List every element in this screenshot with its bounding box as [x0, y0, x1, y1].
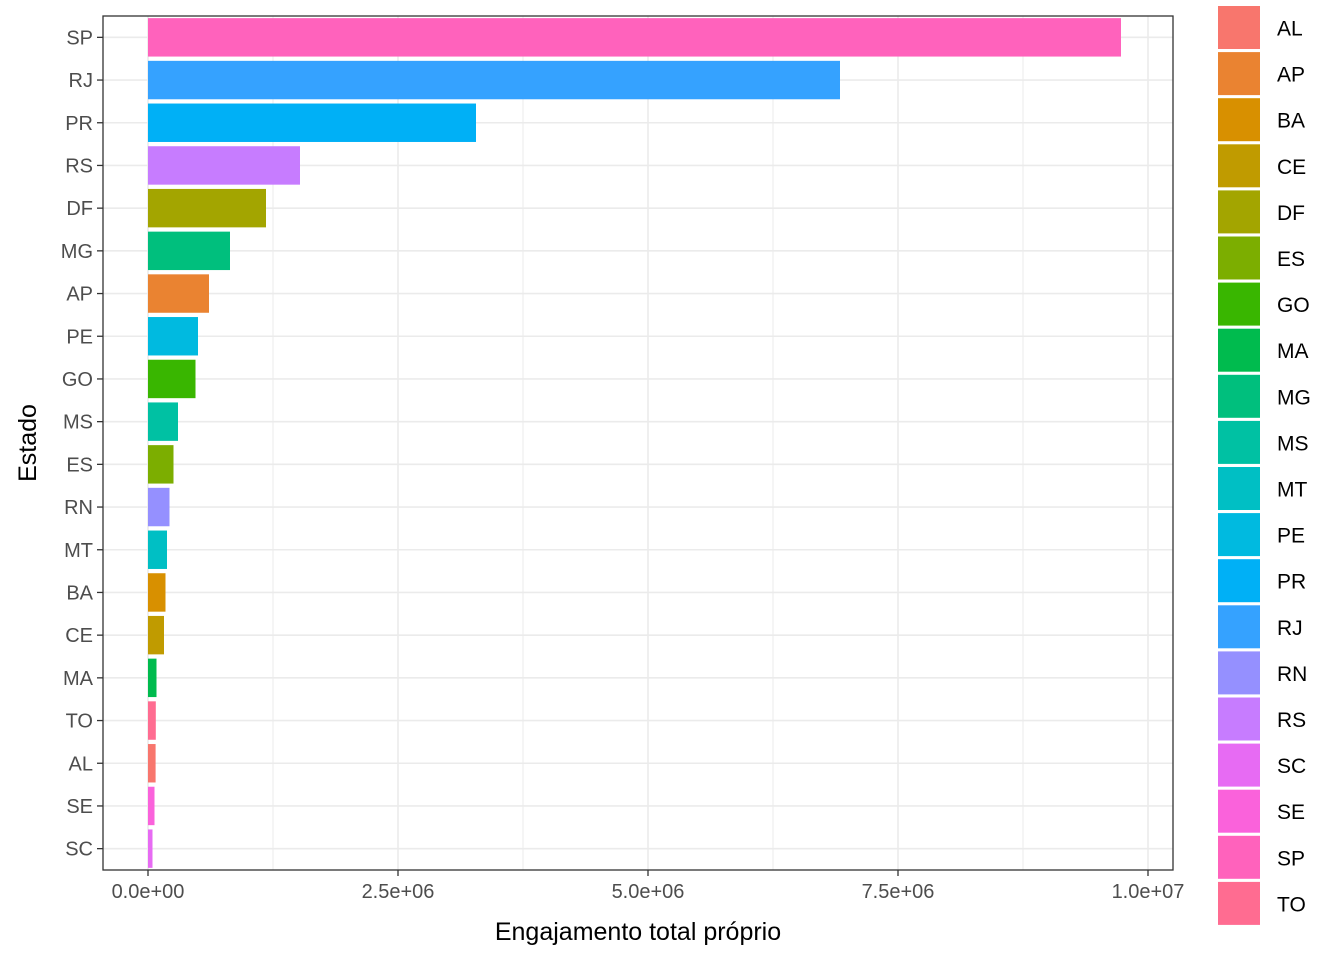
bar-rj	[148, 60, 840, 100]
bar-pe	[148, 317, 198, 356]
y-tick-label-sp: SP	[66, 27, 93, 49]
y-tick-label-pe: PE	[66, 326, 93, 348]
legend-label-ba: BA	[1277, 110, 1305, 133]
bar-go	[148, 359, 196, 399]
y-tick-label-go: GO	[62, 369, 93, 391]
legend-key-es	[1218, 236, 1260, 280]
x-axis-title: Engajamento total próprio	[495, 918, 781, 946]
legend-label-al: AL	[1277, 18, 1303, 41]
bar-es	[148, 445, 174, 484]
legend-key-ap	[1218, 52, 1260, 96]
legend-label-ap: AP	[1277, 64, 1305, 87]
y-tick-label-se: SE	[66, 796, 93, 818]
legend-key-df	[1218, 190, 1260, 234]
legend-key-ce	[1218, 144, 1260, 188]
legend-label-pe: PE	[1277, 525, 1305, 548]
y-tick-label-es: ES	[66, 454, 93, 476]
x-tick-label: 5.0e+06	[612, 881, 685, 903]
legend-label-se: SE	[1277, 801, 1305, 824]
y-tick-label-rj: RJ	[69, 70, 93, 92]
y-tick-label-al: AL	[69, 753, 93, 775]
legend-key-al	[1218, 6, 1260, 49]
bar-sc	[148, 829, 153, 868]
bar-df	[148, 188, 266, 228]
legend-label-ms: MS	[1277, 432, 1309, 455]
legend-key-pr	[1218, 559, 1260, 603]
bar-ma	[148, 658, 157, 698]
legend-label-rj: RJ	[1277, 617, 1303, 640]
bar-ba	[148, 573, 166, 612]
legend-key-se	[1218, 789, 1260, 833]
legend-key-rn	[1218, 651, 1260, 695]
bar-to	[148, 701, 156, 740]
y-tick-label-to: TO	[66, 711, 93, 733]
bar-sp	[148, 18, 1121, 57]
legend-key-sp	[1218, 835, 1260, 879]
legend-label-es: ES	[1277, 248, 1305, 271]
bar-mg	[148, 231, 230, 271]
legend-key-go	[1218, 282, 1260, 326]
legend-label-mt: MT	[1277, 479, 1307, 502]
legend-key-sc	[1218, 743, 1260, 787]
y-tick-label-rn: RN	[64, 497, 93, 519]
legend-label-ce: CE	[1277, 156, 1306, 179]
legend-key-ba	[1218, 98, 1260, 142]
y-tick-label-ba: BA	[66, 582, 93, 604]
axes: SP RJ PR RS DF MG AP PE GO MS ES RN MT BA CE MA TO AL SE SC…	[61, 27, 1185, 903]
legend-label-ma: MA	[1277, 340, 1309, 363]
legend-label-mg: MG	[1277, 386, 1311, 409]
x-tick-label: 2.5e+06	[362, 881, 435, 903]
bar-pr	[148, 103, 476, 142]
bars	[148, 18, 1121, 868]
x-tick-label: 1.0e+07	[1112, 881, 1185, 903]
bar-rs	[148, 146, 300, 185]
y-tick-label-df: DF	[66, 198, 93, 220]
legend-label-rn: RN	[1277, 663, 1307, 686]
bar-se	[148, 786, 155, 826]
y-tick-label-ma: MA	[63, 668, 94, 690]
bar-ap	[148, 274, 209, 313]
y-tick-label-ce: CE	[65, 625, 93, 647]
legend-label-go: GO	[1277, 294, 1310, 317]
y-tick-label-pr: PR	[65, 113, 93, 135]
legend-label-sc: SC	[1277, 755, 1306, 778]
legend-label-to: TO	[1277, 893, 1306, 916]
y-tick-label-mt: MT	[64, 540, 93, 562]
bar-ms	[148, 402, 178, 441]
legend-label-rs: RS	[1277, 709, 1306, 732]
y-tick-label-mg: MG	[61, 241, 93, 263]
legend-key-to	[1218, 881, 1260, 925]
bar-mt	[148, 530, 167, 569]
legend-key-rj	[1218, 605, 1260, 649]
legend-key-ms	[1218, 420, 1260, 464]
bar-al	[148, 744, 156, 783]
y-axis-title: Estado	[14, 404, 42, 482]
y-tick-label-sc: SC	[65, 839, 93, 861]
y-tick-label-ms: MS	[63, 412, 93, 434]
legend-label-df: DF	[1277, 202, 1305, 225]
legend-label-sp: SP	[1277, 847, 1305, 870]
y-tick-label-rs: RS	[65, 155, 93, 177]
bar-ce	[148, 615, 164, 655]
legend-key-mg	[1218, 374, 1260, 418]
x-tick-label: 7.5e+06	[862, 881, 935, 903]
y-tick-label-ap: AP	[66, 284, 93, 306]
legend-label-pr: PR	[1277, 571, 1306, 594]
legend-key-ma	[1218, 328, 1260, 372]
legend-key-mt	[1218, 467, 1260, 510]
legend: AL AP BA CE DF ES GO MA MG MS MT PE PR RJ RN RS SC SE SP TO	[1218, 6, 1311, 925]
legend-key-pe	[1218, 513, 1260, 557]
bar-rn	[148, 487, 170, 527]
plot-panel-border	[102, 15, 1174, 871]
legend-key-rs	[1218, 697, 1260, 741]
x-tick-label: 0.0e+00	[112, 881, 185, 903]
